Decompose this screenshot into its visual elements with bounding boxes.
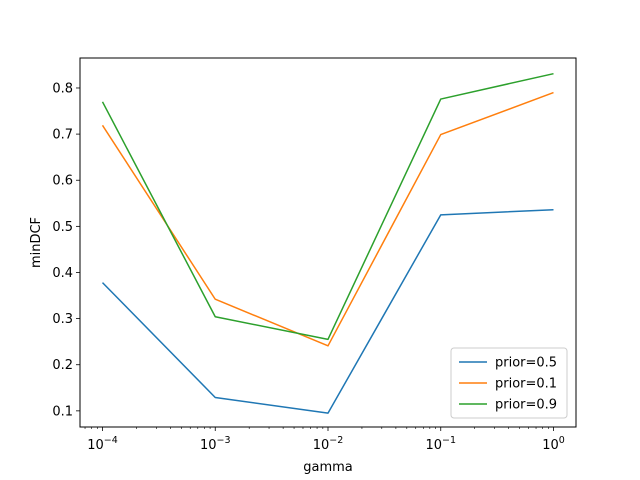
plot-lines — [101, 72, 554, 414]
x-axis-ticks: 10−4 10−3 10−2 10−1 100 — [84, 427, 565, 453]
y-tick-label: 0.3 — [52, 312, 73, 327]
x-tick-label: 10−4 — [87, 435, 118, 453]
y-tick-label: 0.2 — [52, 358, 73, 373]
series-line-1 — [101, 91, 554, 347]
y-tick-label: 0.6 — [52, 174, 73, 189]
legend-box — [450, 347, 568, 419]
x-tick-label: 100 — [542, 435, 565, 453]
y-axis-ticks: 0.1 0.2 0.3 0.4 0.5 0.6 0.7 0.8 — [52, 81, 80, 419]
x-axis-label: gamma — [303, 460, 353, 475]
x-tick-label: 10−2 — [313, 435, 344, 453]
y-tick-label: 0.4 — [52, 266, 73, 281]
y-axis-label: minDCF — [29, 217, 44, 268]
x-tick-label: 10−3 — [200, 435, 231, 453]
legend: prior=0.5 prior=0.1 prior=0.9 — [450, 347, 568, 419]
y-tick-label: 0.8 — [52, 81, 73, 96]
plot-frame — [79, 57, 577, 428]
y-tick-label: 0.5 — [52, 220, 73, 235]
series-line-0 — [101, 209, 554, 414]
legend-label: prior=0.9 — [495, 398, 557, 413]
series-line-2 — [101, 72, 554, 341]
y-tick-label: 0.1 — [52, 404, 73, 419]
x-tick-label: 10−1 — [425, 435, 456, 453]
y-tick-label: 0.7 — [52, 128, 73, 143]
legend-label: prior=0.1 — [495, 377, 557, 392]
legend-label: prior=0.5 — [495, 356, 557, 371]
